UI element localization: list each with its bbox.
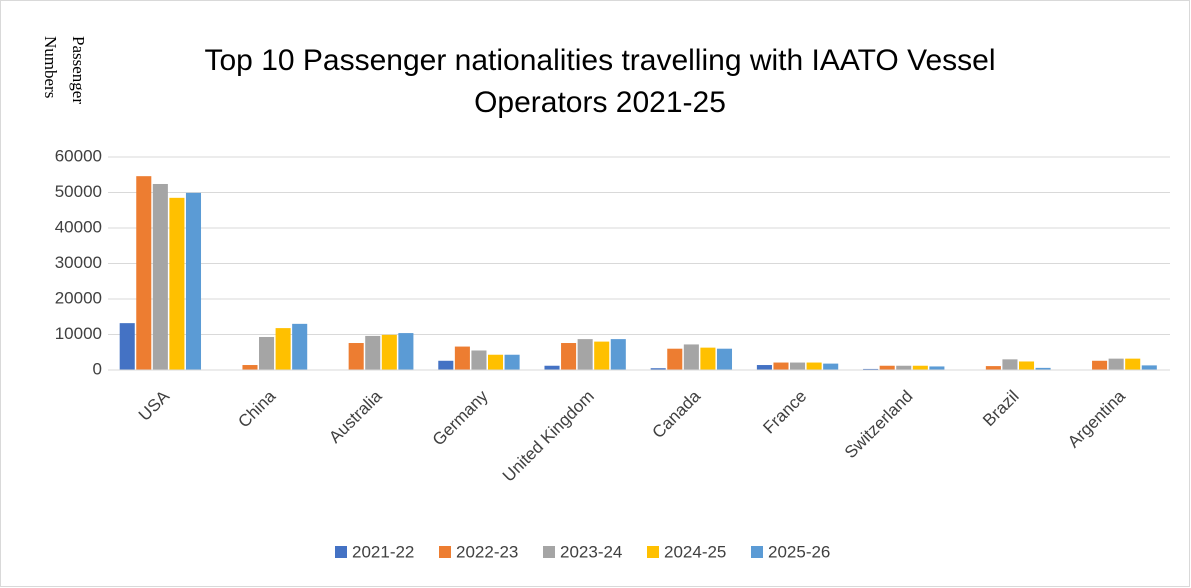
bar — [438, 360, 454, 370]
bar — [152, 183, 168, 370]
bar — [1125, 358, 1141, 370]
bar — [683, 344, 699, 370]
bar — [790, 362, 806, 370]
y-tick-label: 20000 — [55, 288, 102, 307]
bar — [912, 365, 928, 370]
bar — [1141, 365, 1157, 370]
legend-swatch — [439, 546, 451, 558]
legend-swatch — [647, 546, 659, 558]
legend-label: 2022-23 — [456, 542, 518, 561]
bar — [185, 192, 202, 370]
y-tick-label: 40000 — [55, 217, 102, 236]
bar — [929, 366, 945, 370]
bar — [365, 335, 381, 370]
bar — [985, 366, 1001, 370]
bar — [398, 333, 414, 370]
bar — [275, 328, 291, 370]
bar — [242, 365, 258, 370]
bar — [1018, 361, 1035, 370]
legend-label: 2024-25 — [664, 542, 726, 561]
legend-swatch — [751, 546, 763, 558]
bar — [169, 197, 185, 370]
bar — [716, 348, 733, 370]
bar — [879, 365, 895, 370]
bar — [650, 368, 666, 370]
legend-swatch — [335, 546, 347, 558]
legend-label: 2021-22 — [352, 542, 414, 561]
y-tick-label: 30000 — [55, 253, 102, 272]
bar — [896, 365, 912, 370]
legend-label: 2023-24 — [560, 542, 622, 561]
bar — [863, 368, 879, 370]
bar — [454, 346, 470, 370]
bar — [1035, 367, 1051, 370]
bar — [504, 354, 520, 370]
bar — [823, 363, 839, 370]
bar — [773, 362, 789, 370]
bar — [577, 339, 593, 370]
bar — [544, 365, 560, 370]
y-tick-label: 60000 — [55, 146, 102, 165]
bar — [381, 334, 397, 370]
bar — [136, 176, 152, 370]
chart-title: Top 10 Passenger nationalities travellin… — [204, 44, 996, 119]
legend-label: 2025-26 — [768, 542, 830, 561]
bar — [292, 323, 308, 370]
y-tick-label: 10000 — [55, 324, 102, 343]
y-tick-label: 0 — [93, 359, 102, 378]
bar — [1092, 360, 1108, 370]
bar — [667, 348, 683, 370]
bar — [348, 343, 364, 370]
bar — [610, 339, 626, 370]
bar — [1002, 359, 1018, 370]
y-tick-label: 50000 — [55, 182, 102, 201]
bar — [756, 365, 772, 370]
bar — [700, 347, 716, 370]
bar — [594, 341, 610, 370]
bar — [487, 354, 504, 370]
bar — [561, 343, 577, 370]
legend-swatch — [543, 546, 555, 558]
bar — [806, 362, 822, 370]
bar — [119, 323, 135, 370]
y-axis-label: Passenger Numbers — [41, 36, 88, 104]
bar — [471, 350, 487, 370]
bar — [259, 336, 275, 370]
bar — [1108, 358, 1124, 370]
